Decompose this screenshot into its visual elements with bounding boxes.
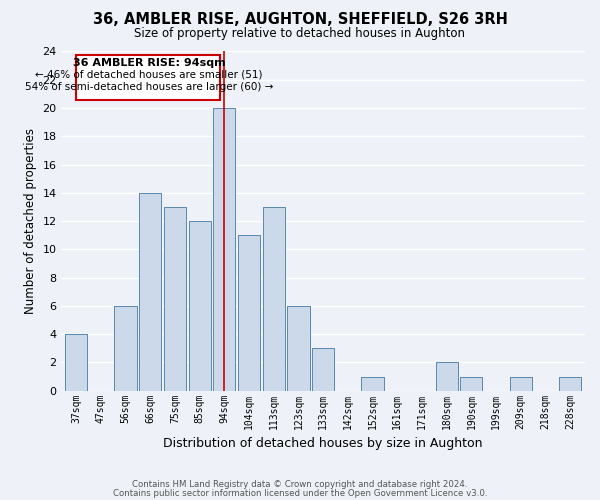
Bar xyxy=(263,207,285,390)
Text: Size of property relative to detached houses in Aughton: Size of property relative to detached ho… xyxy=(134,28,466,40)
Bar xyxy=(312,348,334,391)
Bar xyxy=(115,306,137,390)
Text: 54% of semi-detached houses are larger (60) →: 54% of semi-detached houses are larger (… xyxy=(25,82,273,92)
Bar xyxy=(188,221,211,390)
Bar xyxy=(188,221,211,390)
Bar xyxy=(139,193,161,390)
Bar xyxy=(287,306,310,390)
Bar xyxy=(559,376,581,390)
Bar xyxy=(436,362,458,390)
Bar xyxy=(65,334,87,390)
Bar xyxy=(460,376,482,390)
Text: 36 AMBLER RISE: 94sqm: 36 AMBLER RISE: 94sqm xyxy=(73,58,226,68)
Y-axis label: Number of detached properties: Number of detached properties xyxy=(23,128,37,314)
Bar xyxy=(164,207,186,390)
Bar xyxy=(65,334,87,390)
Bar xyxy=(213,108,235,391)
Text: Contains HM Land Registry data © Crown copyright and database right 2024.: Contains HM Land Registry data © Crown c… xyxy=(132,480,468,489)
Bar xyxy=(436,362,458,390)
Bar xyxy=(139,193,161,390)
Bar xyxy=(238,235,260,390)
Bar xyxy=(509,376,532,390)
Bar xyxy=(460,376,482,390)
X-axis label: Distribution of detached houses by size in Aughton: Distribution of detached houses by size … xyxy=(163,437,483,450)
Bar xyxy=(287,306,310,390)
Bar xyxy=(213,108,235,391)
Bar xyxy=(361,376,383,390)
Bar xyxy=(361,376,383,390)
Bar xyxy=(164,207,186,390)
Bar xyxy=(263,207,285,390)
FancyBboxPatch shape xyxy=(76,55,220,100)
Text: ← 46% of detached houses are smaller (51): ← 46% of detached houses are smaller (51… xyxy=(35,70,263,80)
Bar xyxy=(509,376,532,390)
Text: Contains public sector information licensed under the Open Government Licence v3: Contains public sector information licen… xyxy=(113,489,487,498)
Bar xyxy=(115,306,137,390)
Text: 36, AMBLER RISE, AUGHTON, SHEFFIELD, S26 3RH: 36, AMBLER RISE, AUGHTON, SHEFFIELD, S26… xyxy=(92,12,508,28)
Bar xyxy=(559,376,581,390)
Bar xyxy=(238,235,260,390)
Bar xyxy=(312,348,334,391)
